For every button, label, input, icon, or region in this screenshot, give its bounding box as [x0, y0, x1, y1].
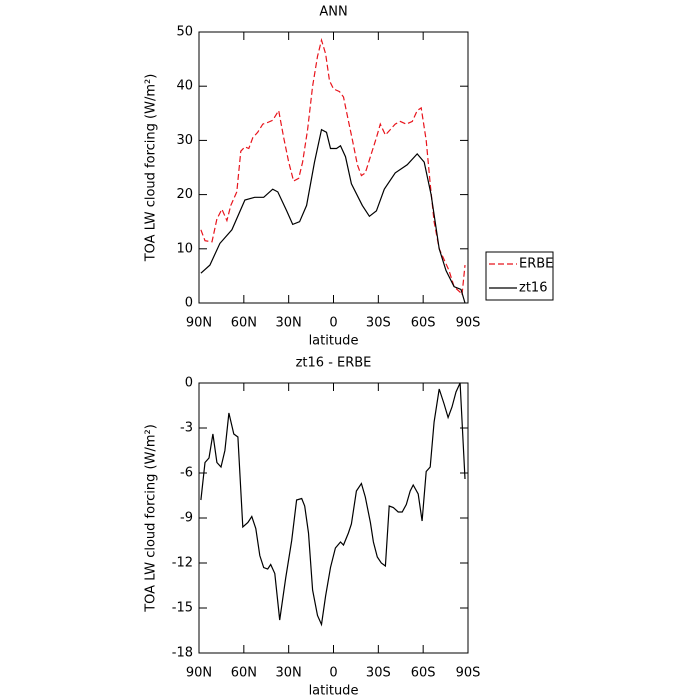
x-tick-label: 90S: [456, 666, 481, 681]
y-tick-label: -9: [180, 511, 193, 526]
legend-label: ERBE: [519, 257, 553, 272]
y-tick-label: -12: [172, 556, 193, 571]
x-tick-label: 90S: [456, 316, 481, 331]
x-tick-label: 30N: [276, 316, 302, 331]
data-line: [200, 37, 466, 297]
y-tick-label: 10: [176, 241, 193, 256]
x-tick-label: 30S: [366, 666, 391, 681]
y-tick-label: -6: [180, 466, 193, 481]
legend-label: zt16: [519, 281, 547, 296]
y-axis-label: TOA LW cloud forcing (W/m²): [144, 424, 159, 613]
x-tick-label: 0: [329, 316, 337, 331]
x-tick-label: 60S: [411, 316, 436, 331]
x-axis-label: latitude: [309, 684, 359, 699]
y-tick-label: 0: [185, 376, 193, 391]
y-axis-label: TOA LW cloud forcing (W/m²): [144, 74, 159, 263]
y-tick-label: 40: [176, 79, 193, 94]
x-tick-label: 0: [329, 666, 337, 681]
x-tick-label: 90N: [186, 666, 212, 681]
x-tick-label: 60N: [231, 666, 257, 681]
y-tick-label: 30: [176, 133, 193, 148]
y-tick-label: -3: [180, 421, 193, 436]
y-tick-label: -15: [172, 601, 193, 616]
y-tick-label: -18: [172, 646, 193, 661]
plot-frame: [198, 382, 469, 654]
x-axis-label: latitude: [309, 334, 359, 349]
x-tick-label: 90N: [186, 316, 212, 331]
y-tick-label: 0: [185, 296, 193, 311]
y-tick-label: 20: [176, 187, 193, 202]
chart-title: zt16 - ERBE: [296, 356, 372, 371]
legend-box: [485, 251, 554, 301]
x-tick-label: 30S: [366, 316, 391, 331]
x-tick-label: 30N: [276, 666, 302, 681]
data-line: [200, 128, 466, 304]
x-tick-label: 60S: [411, 666, 436, 681]
y-tick-label: 50: [176, 25, 193, 40]
x-tick-label: 60N: [231, 316, 257, 331]
data-line: [200, 382, 466, 627]
chart-title: ANN: [319, 5, 347, 20]
